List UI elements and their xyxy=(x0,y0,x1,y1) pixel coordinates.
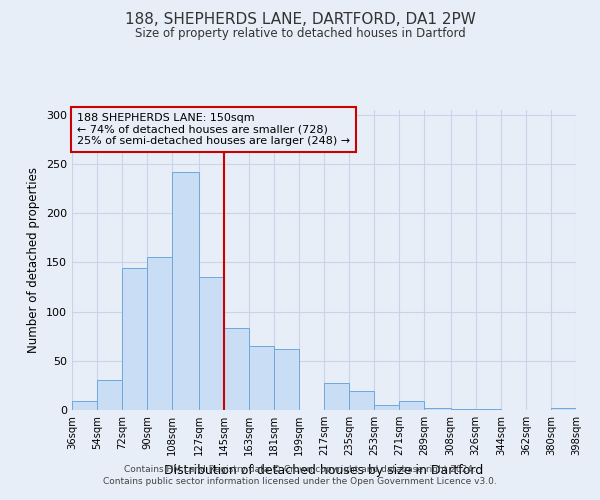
Bar xyxy=(199,277,224,410)
Bar xyxy=(72,401,97,410)
Y-axis label: Number of detached properties: Number of detached properties xyxy=(28,167,40,353)
Bar xyxy=(224,328,249,410)
Text: Contains public sector information licensed under the Open Government Licence v3: Contains public sector information licen… xyxy=(103,477,497,486)
Bar xyxy=(274,349,299,410)
Bar xyxy=(324,384,349,410)
Text: 188, SHEPHERDS LANE, DARTFORD, DA1 2PW: 188, SHEPHERDS LANE, DARTFORD, DA1 2PW xyxy=(125,12,475,28)
Text: 188 SHEPHERDS LANE: 150sqm
← 74% of detached houses are smaller (728)
25% of sem: 188 SHEPHERDS LANE: 150sqm ← 74% of deta… xyxy=(77,113,350,146)
Bar xyxy=(249,346,274,410)
Bar xyxy=(172,172,199,410)
Bar xyxy=(451,409,476,410)
Bar xyxy=(476,409,501,410)
Bar xyxy=(349,392,374,410)
Bar xyxy=(399,401,424,410)
Bar xyxy=(424,408,451,410)
Bar xyxy=(147,256,172,410)
Text: Contains HM Land Registry data © Crown copyright and database right 2024.: Contains HM Land Registry data © Crown c… xyxy=(124,465,476,474)
Bar xyxy=(374,405,399,410)
Bar xyxy=(97,380,122,410)
Text: Size of property relative to detached houses in Dartford: Size of property relative to detached ho… xyxy=(134,28,466,40)
Bar xyxy=(551,408,576,410)
X-axis label: Distribution of detached houses by size in Dartford: Distribution of detached houses by size … xyxy=(164,464,484,476)
Bar xyxy=(122,268,147,410)
